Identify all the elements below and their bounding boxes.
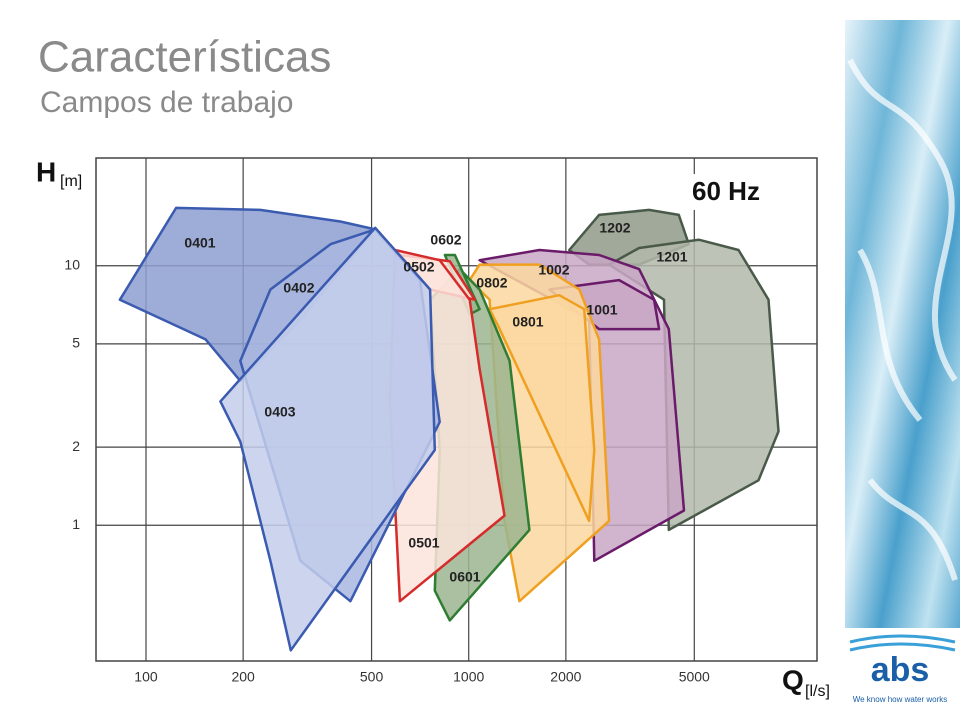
- region-label: 0801: [512, 314, 543, 330]
- work-region: [488, 293, 596, 523]
- x-tick-label: 1000: [453, 669, 484, 685]
- y-axis-label: H: [36, 156, 56, 187]
- region-label: 0402: [283, 280, 314, 296]
- x-tick-label: 5000: [679, 669, 710, 685]
- logo-tagline: We know how water works: [853, 695, 948, 704]
- y-tick-label: 2: [72, 438, 80, 454]
- plot: [96, 158, 817, 661]
- region-label: 1202: [599, 220, 630, 236]
- region-label: 1201: [656, 249, 687, 265]
- work-region: [219, 226, 437, 652]
- y-tick-label: 10: [64, 256, 80, 272]
- x-axis-label: Q: [782, 664, 804, 695]
- logo-waves: [849, 634, 956, 652]
- annotation: 60 Hz: [692, 176, 760, 206]
- water-streaks: [847, 58, 958, 581]
- region-label: 0502: [403, 259, 434, 275]
- y-tick-label: 5: [72, 335, 80, 351]
- water-image: [845, 20, 960, 628]
- region-label: 0802: [476, 275, 507, 291]
- title: Características: [38, 33, 331, 82]
- logo-name: abs: [871, 651, 930, 689]
- region-label: 0403: [264, 404, 295, 420]
- x-tick-label: 2000: [550, 669, 581, 685]
- region-label: 0501: [408, 535, 439, 551]
- x-tick-label: 200: [231, 669, 255, 685]
- region-label: 1002: [538, 262, 569, 278]
- x-axis-unit: [l/s]: [805, 683, 830, 700]
- x-tick-label: 500: [360, 669, 384, 685]
- region-label: 0602: [430, 232, 461, 248]
- region-label: 1001: [586, 302, 617, 318]
- y-tick-label: 1: [72, 516, 80, 532]
- region-label: 0401: [184, 235, 215, 251]
- annotation-box: [680, 174, 772, 210]
- subtitle: Campos de trabajo: [40, 86, 293, 119]
- x-tick-label: 100: [134, 669, 158, 685]
- region-label: 0601: [449, 569, 480, 585]
- y-axis-unit: [m]: [60, 173, 82, 190]
